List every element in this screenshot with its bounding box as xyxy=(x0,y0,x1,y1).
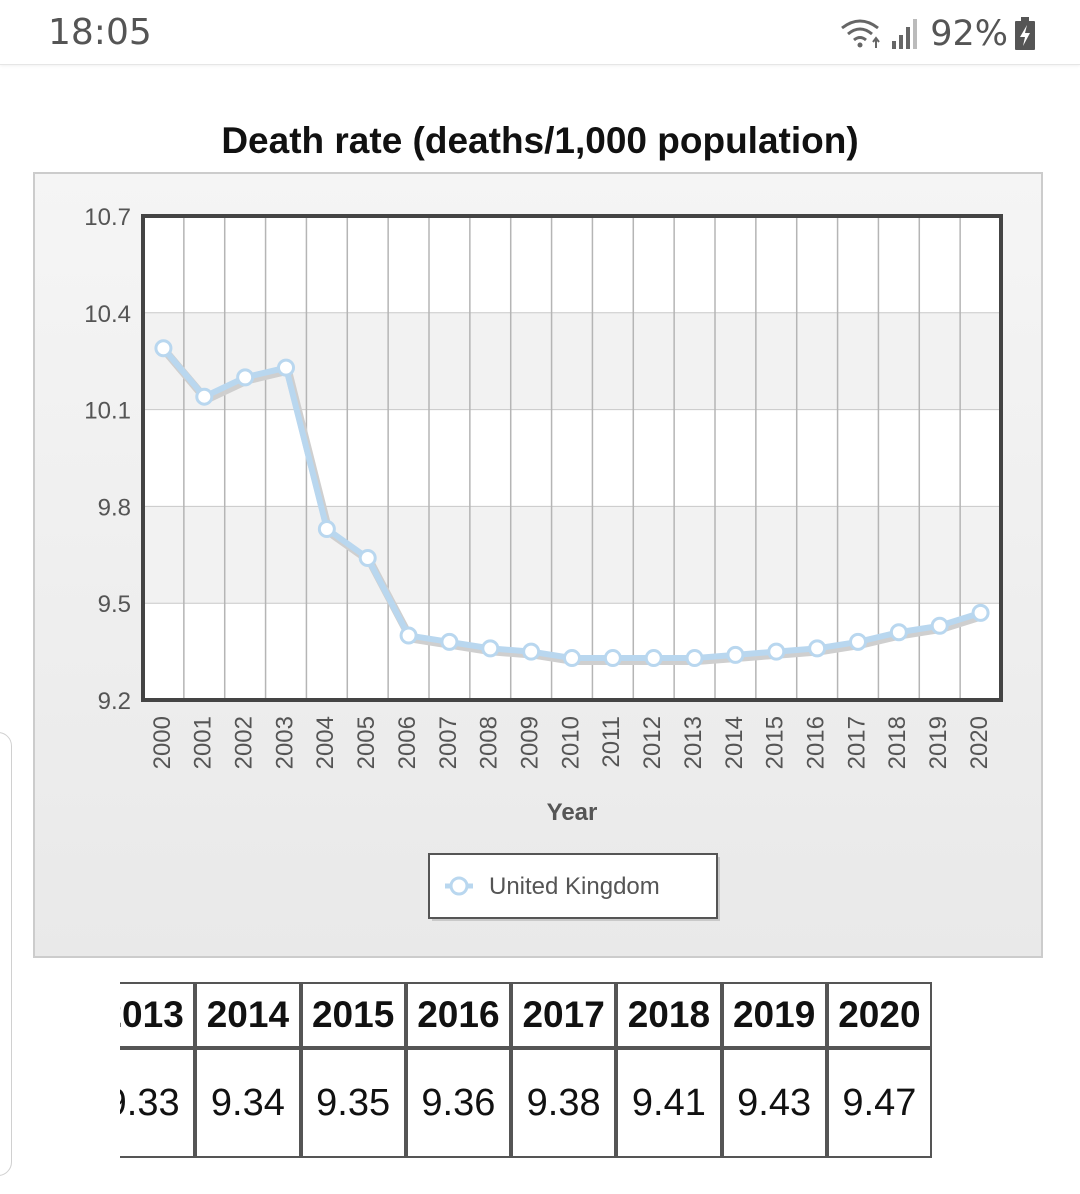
x-tick-label: 2013 xyxy=(680,716,707,769)
data-point xyxy=(481,639,500,658)
x-tick-label: 2010 xyxy=(557,716,584,769)
status-time: 18:05 xyxy=(48,12,152,53)
table-year-cell: 2019 xyxy=(721,982,827,1048)
data-point xyxy=(726,645,745,664)
x-tick-label: 2011 xyxy=(598,716,625,768)
data-point xyxy=(603,649,622,668)
data-point xyxy=(277,358,295,377)
status-icons: 92% xyxy=(840,12,1036,56)
x-tick-label: 2000 xyxy=(149,716,176,769)
signal-icon xyxy=(892,19,918,49)
chart-panel: 10.7 10.4 10.1 9.8 9.5 9.2 2000 2001 2002 2003 200… xyxy=(33,172,1043,958)
data-point xyxy=(767,642,786,661)
data-point xyxy=(195,387,214,406)
data-point xyxy=(685,649,704,668)
table-year-cell: 2016 xyxy=(405,982,511,1048)
side-panel-handle[interactable] xyxy=(0,732,12,1176)
x-tick-label: 2020 xyxy=(966,716,993,769)
data-point xyxy=(644,649,663,668)
data-point xyxy=(808,639,827,658)
data-point xyxy=(522,642,541,661)
y-tick-label: 9.5 xyxy=(98,591,131,618)
table-year-cell: 2017 xyxy=(511,982,617,1048)
table-value-cell: 9.41 xyxy=(616,1048,722,1158)
y-tick-label: 10.7 xyxy=(84,204,131,231)
table-value-cell: 9.36 xyxy=(405,1048,511,1158)
x-tick-label: 2014 xyxy=(721,716,748,769)
legend-marker-icon xyxy=(449,876,469,896)
plot-frame xyxy=(141,214,1003,702)
data-point xyxy=(399,626,418,645)
table-year-cell: 2020 xyxy=(826,982,932,1048)
table-value-cell: 9.34 xyxy=(195,1048,301,1158)
table-value-cell: 9.47 xyxy=(826,1048,932,1158)
legend-box xyxy=(428,853,718,919)
x-tick-label: 2002 xyxy=(230,716,257,769)
data-point xyxy=(236,368,255,387)
x-tick-label: 2006 xyxy=(394,716,421,769)
data-point xyxy=(358,549,377,568)
data-point xyxy=(930,616,949,635)
table-value-cell: 9.33 xyxy=(120,1048,196,1158)
x-tick-label: 2019 xyxy=(925,716,952,769)
battery-percentage: 92% xyxy=(930,14,1008,54)
data-point xyxy=(440,632,459,651)
wifi-icon xyxy=(841,19,881,48)
table-value-cell: 9.38 xyxy=(511,1048,617,1158)
x-axis-label: Year xyxy=(547,799,598,826)
y-tick-label: 9.2 xyxy=(98,688,131,715)
x-tick-label: 2012 xyxy=(639,716,666,769)
line-chart: 10.7 10.4 10.1 9.8 9.5 9.2 2000 2001 2002 2003 200… xyxy=(84,204,1003,921)
plot-band xyxy=(143,312,1001,410)
status-bar: 18:05 92% xyxy=(0,0,1080,65)
x-tick-label: 2015 xyxy=(762,716,789,769)
table-year-cell: 2013 xyxy=(120,982,196,1048)
x-tick-label: 2007 xyxy=(435,716,462,769)
x-tick-label: 2017 xyxy=(843,716,870,769)
data-point xyxy=(317,519,336,538)
data-point xyxy=(889,623,908,642)
plot-area xyxy=(143,216,1001,700)
data-point xyxy=(563,649,581,668)
x-tick-label: 2008 xyxy=(476,716,503,769)
y-tick-label: 10.4 xyxy=(84,301,131,328)
x-tick-label: 2005 xyxy=(353,716,380,769)
table-year-cell: 2018 xyxy=(616,982,722,1048)
battery-charging-icon xyxy=(1015,17,1035,50)
table-value-cell: 9.35 xyxy=(300,1048,406,1158)
y-tick-label: 10.1 xyxy=(84,398,131,425)
chart-title: Death rate (deaths/1,000 population) xyxy=(221,120,859,161)
plot-band xyxy=(143,506,1001,604)
table-value-cell: 9.43 xyxy=(721,1048,827,1158)
x-tick-label: 2001 xyxy=(190,716,217,769)
table-year-cell: 2015 xyxy=(300,982,406,1048)
data-point xyxy=(849,632,867,651)
x-tick-label: 2004 xyxy=(312,716,339,769)
x-tick-label: 2003 xyxy=(271,716,298,769)
x-tick-label: 2009 xyxy=(516,716,543,769)
y-tick-label: 9.8 xyxy=(98,494,131,521)
x-tick-label: 2016 xyxy=(802,716,829,769)
legend-label: United Kingdom xyxy=(489,873,660,900)
data-point xyxy=(971,603,990,622)
table-value-row: 9.339.349.359.369.389.419.439.47 xyxy=(120,1048,932,1158)
x-tick-label: 2018 xyxy=(884,716,911,769)
data-point xyxy=(154,339,173,358)
table-year-cell: 2014 xyxy=(195,982,301,1048)
